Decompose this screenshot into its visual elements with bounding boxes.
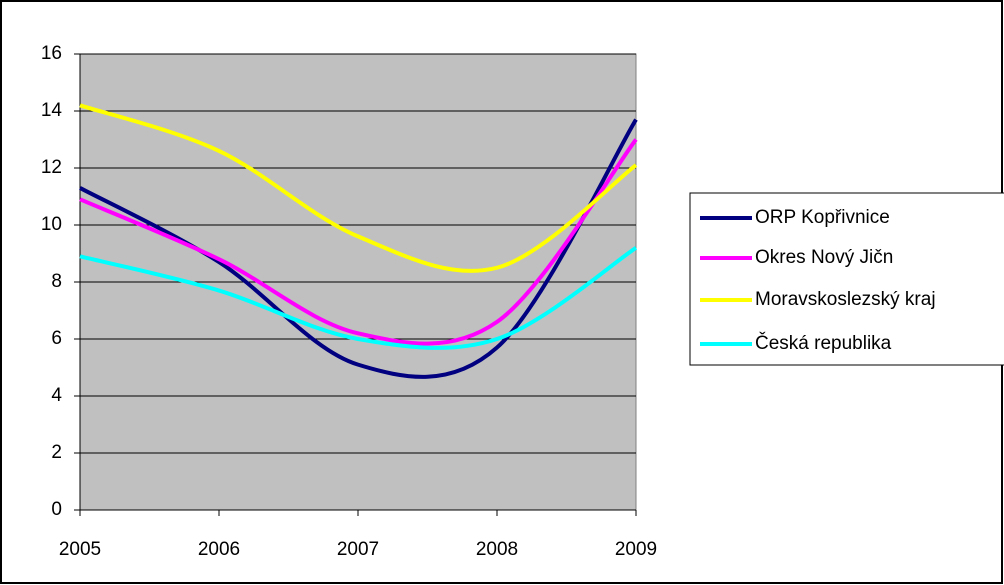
legend-box [689, 192, 1004, 366]
legend-label: Česká republika [755, 332, 892, 354]
x-tick-label: 2008 [476, 539, 518, 560]
y-tick-label: 16 [41, 43, 62, 64]
series-line [79, 138, 638, 346]
x-tick-label: 2009 [615, 539, 657, 560]
y-tick-label: 0 [51, 499, 62, 520]
x-tick-label: 2006 [198, 539, 240, 560]
y-tick-label: 10 [41, 214, 62, 235]
legend-label: ORP Kopřivnice [755, 207, 890, 228]
y-tick-label: 12 [41, 157, 62, 178]
y-tick-label: 14 [41, 100, 63, 121]
x-tick-label: 2005 [59, 539, 101, 560]
series-line [79, 103, 638, 273]
legend-label: Okres Nový Jičn [755, 247, 893, 268]
series-line [79, 246, 638, 350]
x-tick-label: 2007 [337, 539, 379, 560]
legend-label: Moravskoslezský kraj [755, 289, 936, 310]
y-tick-label: 2 [51, 442, 62, 463]
y-tick-label: 8 [51, 271, 62, 292]
y-tick-label: 6 [51, 328, 62, 349]
y-tick-label: 4 [51, 385, 62, 406]
